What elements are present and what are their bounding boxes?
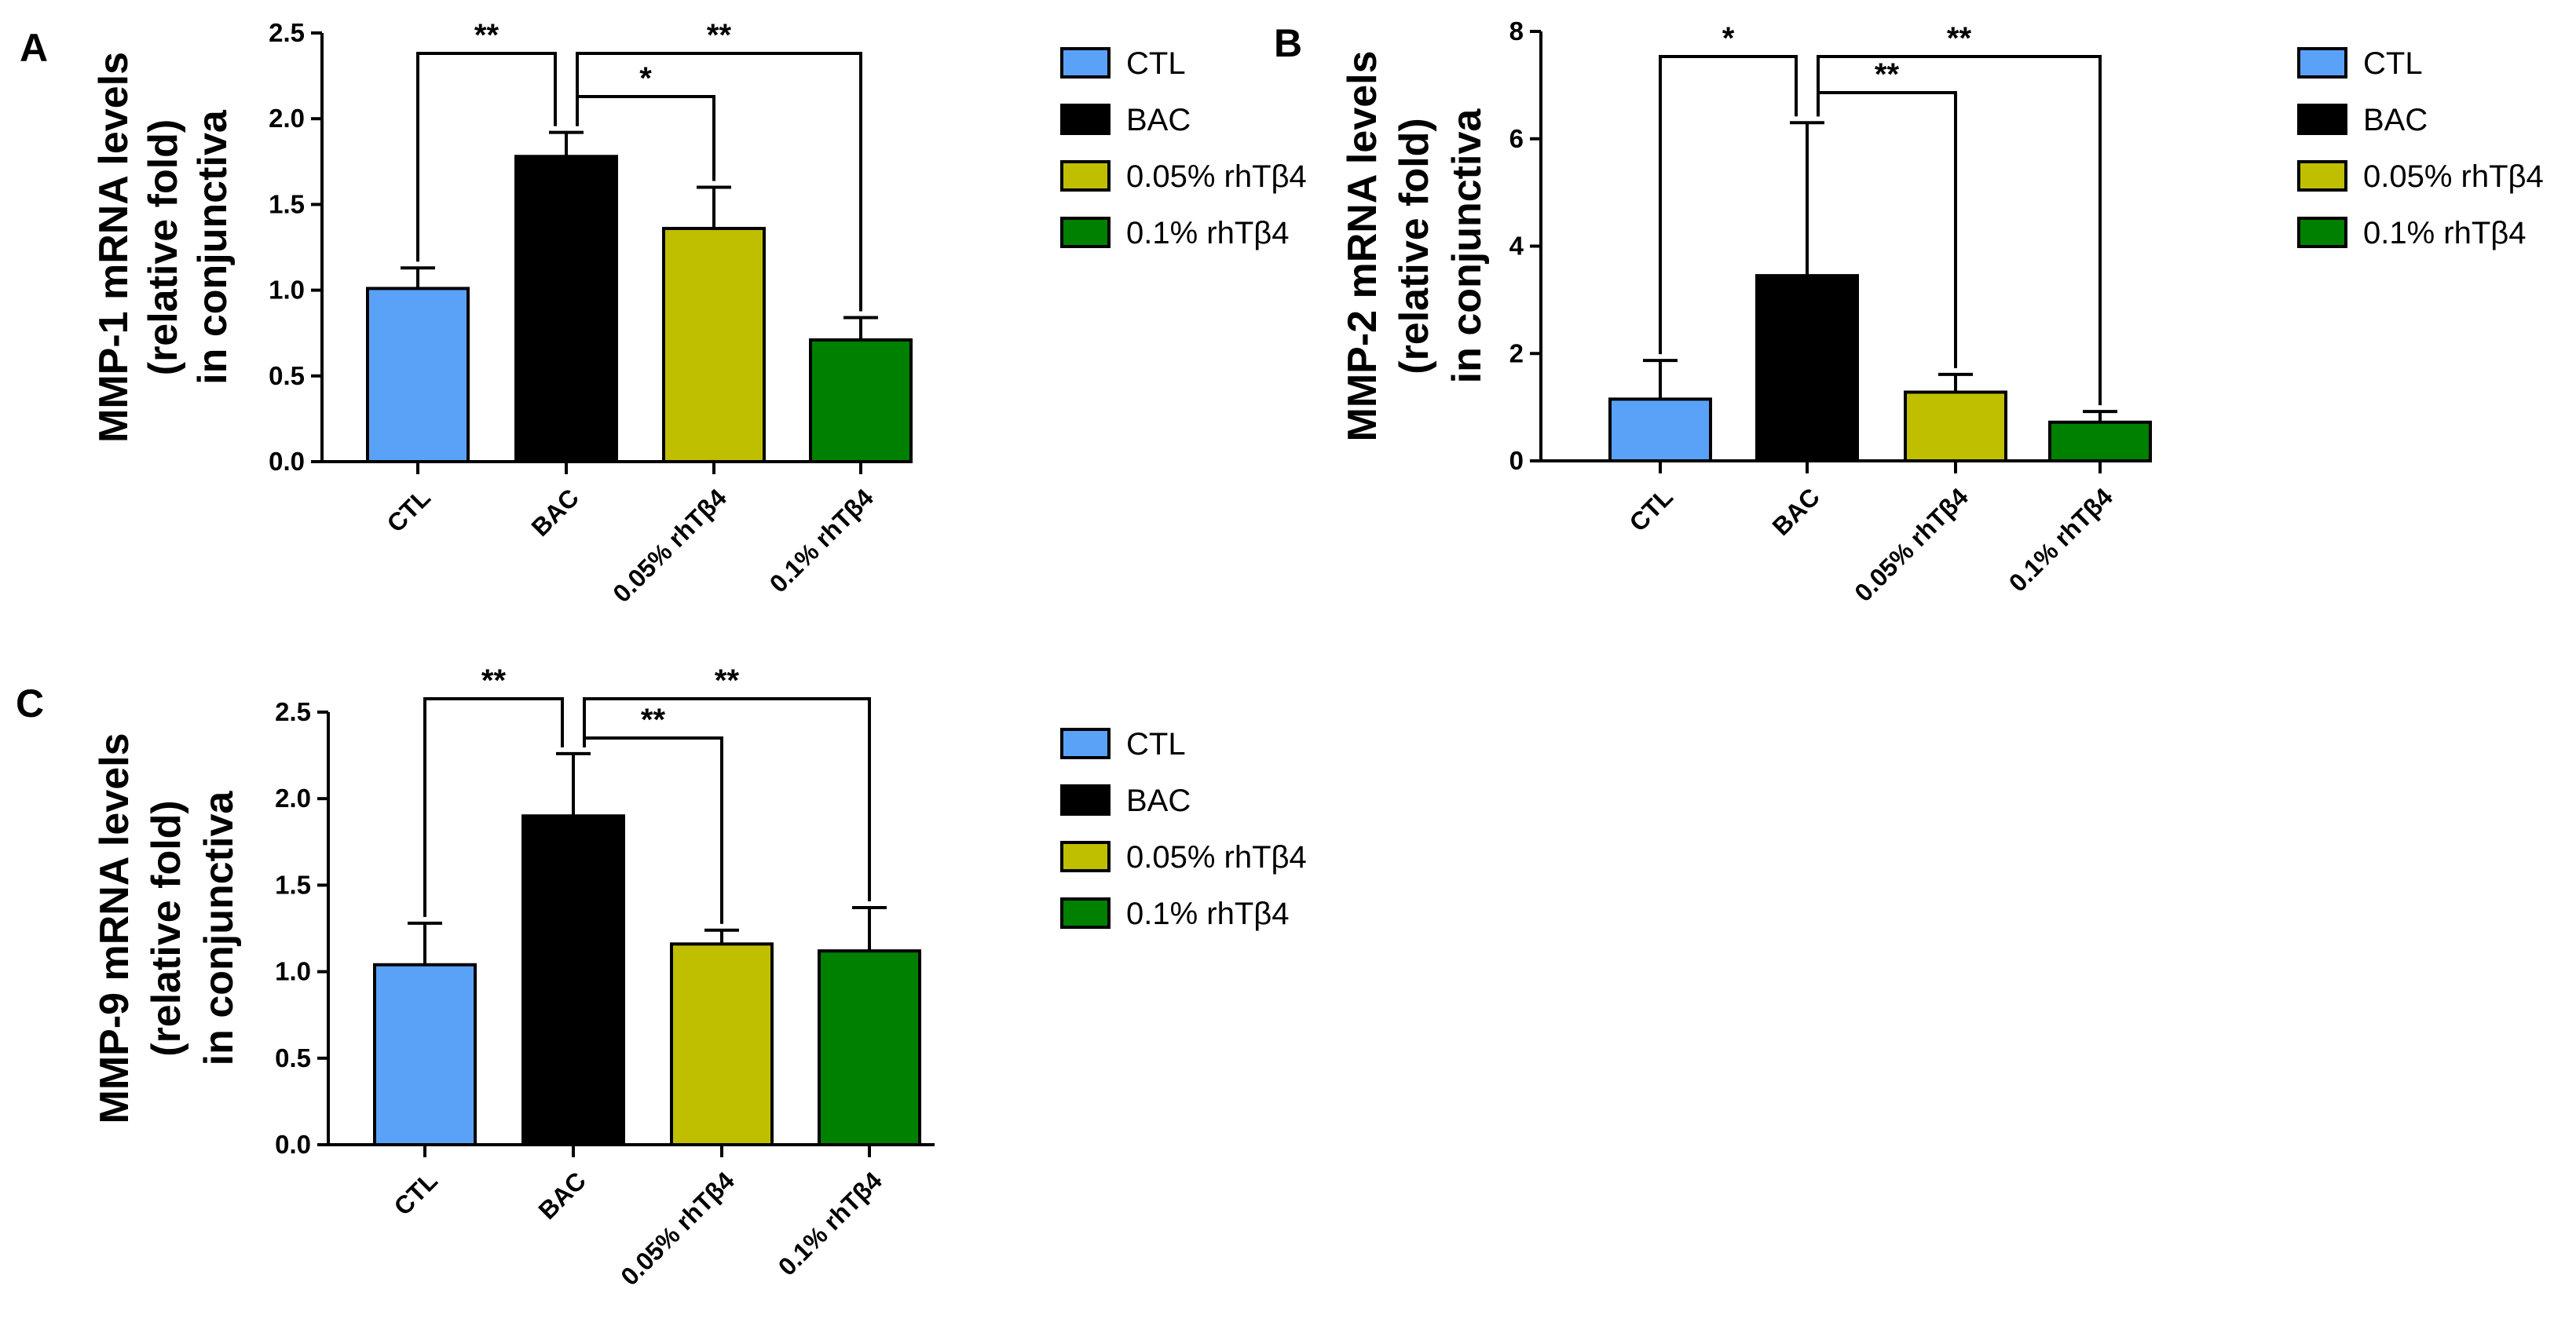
legend-swatch [2297, 104, 2347, 135]
y-tick-label: 8 [1509, 16, 1524, 46]
y-tick-label: 2 [1509, 338, 1524, 367]
legend-swatch [1060, 104, 1111, 135]
y-tick-label: 2.5 [275, 697, 311, 726]
x-category-label: 0.05% rhTβ4 [615, 1166, 740, 1291]
bar-0-1-rht-4 [2048, 420, 2152, 463]
legend-label: 0.05% rhTβ4 [1126, 159, 1307, 194]
legend-label: 0.1% rhTβ4 [2363, 216, 2527, 250]
legend-swatch [2297, 160, 2347, 192]
legend-label: 0.05% rhTβ4 [1126, 840, 1307, 875]
bar-0-1-rht-4 [818, 949, 921, 1146]
x-category-label: CTL [382, 483, 436, 537]
x-category-label: 0.1% rhTβ4 [773, 1166, 887, 1281]
legend-swatch [1060, 217, 1111, 248]
y-axis-label-line: (relative fold) [1392, 118, 1437, 375]
significance-bracket [416, 52, 557, 262]
legend-swatch [1060, 160, 1111, 192]
y-axis-label-line: MMP-1 mRNA levels [91, 52, 137, 443]
x-category-label: 0.1% rhTβ4 [2003, 482, 2118, 597]
y-tick-label: 0.5 [275, 1043, 311, 1072]
x-category-label: CTL [1624, 482, 1678, 536]
y-axis-label-line: MMP-9 mRNA levels [92, 733, 137, 1124]
y-tick-label: 4 [1509, 232, 1524, 261]
significance-label: * [639, 61, 652, 96]
bar-ctl [1608, 397, 1712, 462]
x-category-label: 0.05% rhTβ4 [1849, 482, 1974, 607]
y-axis-label-line: in conjunctiva [1444, 108, 1490, 384]
panel-letter: B [1274, 21, 1302, 65]
legend-swatch [2297, 47, 2347, 79]
significance-label: * [1722, 21, 1735, 56]
y-tick-label: 1.5 [275, 870, 311, 899]
x-category-label: CTL [389, 1166, 443, 1220]
legend-swatch [1060, 47, 1111, 79]
x-category-label: BAC [525, 483, 584, 541]
legend-label: BAC [1126, 103, 1191, 137]
legend-label: BAC [2363, 103, 2428, 137]
y-tick-label: 1.0 [269, 276, 305, 305]
legend-swatch [1060, 784, 1111, 816]
bar-0-05-rht-4 [662, 226, 766, 463]
y-tick-label: 1.0 [275, 957, 311, 986]
bar-bac [1755, 274, 1859, 463]
y-tick-label: 2.5 [269, 18, 305, 47]
y-axis-label-line: in conjunctiva [190, 109, 236, 385]
bar-bac [514, 155, 618, 464]
significance-label: ** [481, 663, 507, 698]
legend-swatch [2297, 217, 2347, 248]
significance-bracket [1659, 55, 1798, 355]
bar-ctl [373, 963, 477, 1147]
legend-swatch [1060, 841, 1111, 872]
y-tick-label: 1.5 [269, 189, 305, 218]
y-axis-label-line: in conjunctiva [196, 791, 242, 1066]
significance-bracket [1817, 55, 2102, 406]
legend-label: 0.1% rhTβ4 [1126, 897, 1290, 931]
y-tick-label: 0.0 [269, 447, 305, 476]
panel-a: A 0.0 0.5 1.0 1.5 2.0 2.5 CTL BAC 0.05% rhTβ4 0.1… [20, 18, 1307, 608]
x-category-label: BAC [1766, 482, 1824, 540]
bar-0-05-rht-4 [670, 942, 774, 1147]
significance-label: ** [641, 703, 666, 737]
legend-swatch [1060, 897, 1111, 929]
significance-label: ** [474, 18, 499, 53]
legend-label: CTL [1126, 727, 1186, 762]
bar-ctl [366, 287, 470, 463]
bar-bac [521, 814, 625, 1146]
y-tick-label: 0.0 [275, 1130, 311, 1159]
bar-0-1-rht-4 [809, 338, 913, 463]
legend-label: CTL [2363, 46, 2423, 81]
y-tick-label: 2.0 [269, 104, 305, 133]
legend-label: 0.05% rhTβ4 [2363, 159, 2544, 194]
panel-c: C 0.0 0.5 1.0 1.5 2.0 2.5 CTL BAC 0.05% rhTβ4 0.1… [16, 663, 1307, 1291]
significance-bracket [576, 52, 862, 312]
x-category-label: 0.1% rhTβ4 [764, 483, 879, 597]
significance-label: ** [1947, 21, 1972, 56]
y-axis-label-line: (relative fold) [144, 800, 189, 1057]
y-tick-label: 0.5 [269, 361, 305, 390]
significance-bracket [583, 697, 871, 902]
significance-label: ** [707, 18, 732, 53]
bar-0-05-rht-4 [1904, 390, 2007, 463]
y-tick-label: 0 [1509, 446, 1524, 475]
y-axis-label-line: (relative fold) [141, 119, 186, 376]
legend-swatch [1060, 728, 1111, 759]
significance-label: ** [715, 663, 740, 698]
x-category-label: BAC [532, 1166, 591, 1224]
panel-letter: C [16, 681, 44, 725]
x-category-label: 0.05% rhTβ4 [607, 483, 732, 608]
significance-bracket [423, 697, 564, 917]
legend-label: BAC [1126, 784, 1191, 818]
y-tick-label: 6 [1509, 124, 1524, 153]
panel-letter: A [20, 26, 48, 70]
legend-label: 0.1% rhTβ4 [1126, 216, 1290, 250]
significance-label: ** [1875, 57, 1900, 92]
legend-label: CTL [1126, 46, 1186, 81]
y-axis-label-line: MMP-2 mRNA levels [1340, 51, 1385, 442]
y-tick-label: 2.0 [275, 784, 311, 813]
